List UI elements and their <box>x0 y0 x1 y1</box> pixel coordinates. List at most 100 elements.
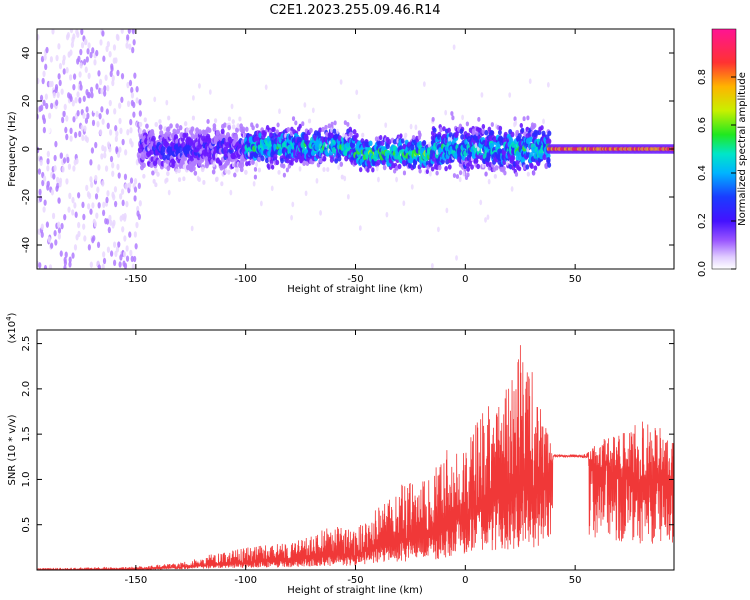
heatmap-cell <box>87 72 91 80</box>
heatmap-cell <box>68 261 72 268</box>
heatmap-cell <box>465 121 470 127</box>
heatmap-cell <box>50 80 54 88</box>
heatmap-cell <box>76 91 80 98</box>
heatmap-cell <box>46 150 50 158</box>
heatmap-cell <box>503 170 507 176</box>
heatmap-cell <box>339 161 344 167</box>
heatmap-cell <box>447 127 451 133</box>
heatmap-cell <box>368 140 373 147</box>
heatmap-cell <box>493 173 497 179</box>
heatmap-cell <box>257 156 262 163</box>
heatmap-cell <box>101 263 105 269</box>
heatmap-cell <box>135 159 139 166</box>
heatmap-cell <box>97 264 101 269</box>
snr-line <box>37 345 674 570</box>
heatmap-cell <box>62 157 67 164</box>
heatmap-cell <box>85 184 89 192</box>
heatmap-cell <box>233 172 237 178</box>
heatmap-cell <box>212 126 217 132</box>
heatmap-cell <box>432 127 437 133</box>
heatmap-cell <box>337 164 341 171</box>
heatmap-cell <box>231 124 236 130</box>
heatmap-cell <box>129 177 134 184</box>
heatmap-cell <box>58 79 62 87</box>
heatmap-cell <box>112 44 117 51</box>
heatmap-cell <box>401 159 407 166</box>
heatmap-cell <box>487 126 492 132</box>
heatmap-cell <box>251 159 255 165</box>
heatmap-cell <box>358 167 363 173</box>
heatmap-cell <box>46 158 50 165</box>
heatmap-cell <box>135 221 139 229</box>
heatmap-cell <box>67 163 72 170</box>
heatmap-cell <box>346 121 350 127</box>
heatmap-cell <box>154 168 158 174</box>
heatmap-cell <box>442 126 446 132</box>
heatmap-cell <box>298 123 302 129</box>
heatmap-cell <box>207 127 212 134</box>
figure-title: C2E1.2023.255.09.46.R14 <box>269 3 440 18</box>
heatmap-cell <box>46 180 50 188</box>
heatmap-cell <box>62 68 66 75</box>
heatmap-cell <box>58 62 63 70</box>
heatmap-cell <box>95 110 99 118</box>
heatmap-cell <box>502 165 506 172</box>
heatmap-y-tick-label: 0 <box>21 146 32 152</box>
heatmap-cell <box>89 86 94 94</box>
heatmap-cell <box>79 48 83 56</box>
heatmap-cell <box>48 264 53 269</box>
heatmap-cell <box>227 124 232 131</box>
heatmap-cell <box>322 155 327 162</box>
heatmap-cell <box>40 223 44 230</box>
heatmap-cell <box>123 262 128 269</box>
heatmap-cell <box>91 119 96 127</box>
heatmap-cell <box>402 170 407 176</box>
heatmap-y-tick-label: 40 <box>21 47 32 60</box>
heatmap-cell <box>106 246 111 253</box>
heatmap-cell <box>43 264 48 269</box>
heatmap-cell <box>101 180 105 187</box>
heatmap-cell <box>212 161 216 168</box>
heatmap-cell <box>119 254 123 261</box>
heatmap-cell <box>382 164 387 171</box>
heatmap-cell <box>519 122 523 128</box>
heatmap-cell <box>459 128 464 135</box>
heatmap-cell <box>458 170 463 176</box>
heatmap-cell <box>71 252 75 259</box>
heatmap-cell <box>101 30 105 37</box>
heatmap-cell <box>231 161 235 168</box>
heatmap-cell <box>510 186 514 192</box>
heatmap-cell <box>39 159 43 166</box>
heatmap-cell <box>75 157 79 165</box>
heatmap-cell <box>105 108 109 115</box>
heatmap-cell <box>176 128 181 135</box>
heatmap-cell <box>322 167 326 172</box>
snr-y-axis-label: SNR (10 * v/v) <box>7 414 18 485</box>
heatmap-cell <box>79 84 83 91</box>
heatmap-cell <box>343 120 347 126</box>
heatmap-cell <box>375 165 379 172</box>
heatmap-cell <box>447 136 451 142</box>
snr-y-tick-label: 1.0 <box>21 471 32 487</box>
heatmap-cell <box>130 92 135 99</box>
heatmap-cell <box>118 102 122 109</box>
heatmap-cell <box>213 118 218 124</box>
heatmap-cell <box>227 169 231 175</box>
heatmap-x-tick-label: -150 <box>124 274 147 285</box>
heatmap-cell <box>466 166 470 172</box>
heatmap-cell <box>487 178 491 185</box>
heatmap-cell <box>118 146 122 153</box>
heatmap-cell <box>399 133 403 139</box>
heatmap-cell <box>46 165 50 172</box>
heatmap-cell <box>45 46 49 54</box>
heatmap-cell <box>510 131 515 138</box>
heatmap-cell <box>431 117 435 122</box>
heatmap-cell <box>109 70 113 78</box>
heatmap-cell <box>403 135 407 141</box>
heatmap-cell <box>470 164 474 170</box>
heatmap-cell <box>69 49 73 56</box>
heatmap-cell <box>52 173 56 180</box>
heatmap-cell <box>260 155 265 162</box>
heatmap-cell <box>114 57 118 64</box>
heatmap-cell <box>74 97 78 104</box>
